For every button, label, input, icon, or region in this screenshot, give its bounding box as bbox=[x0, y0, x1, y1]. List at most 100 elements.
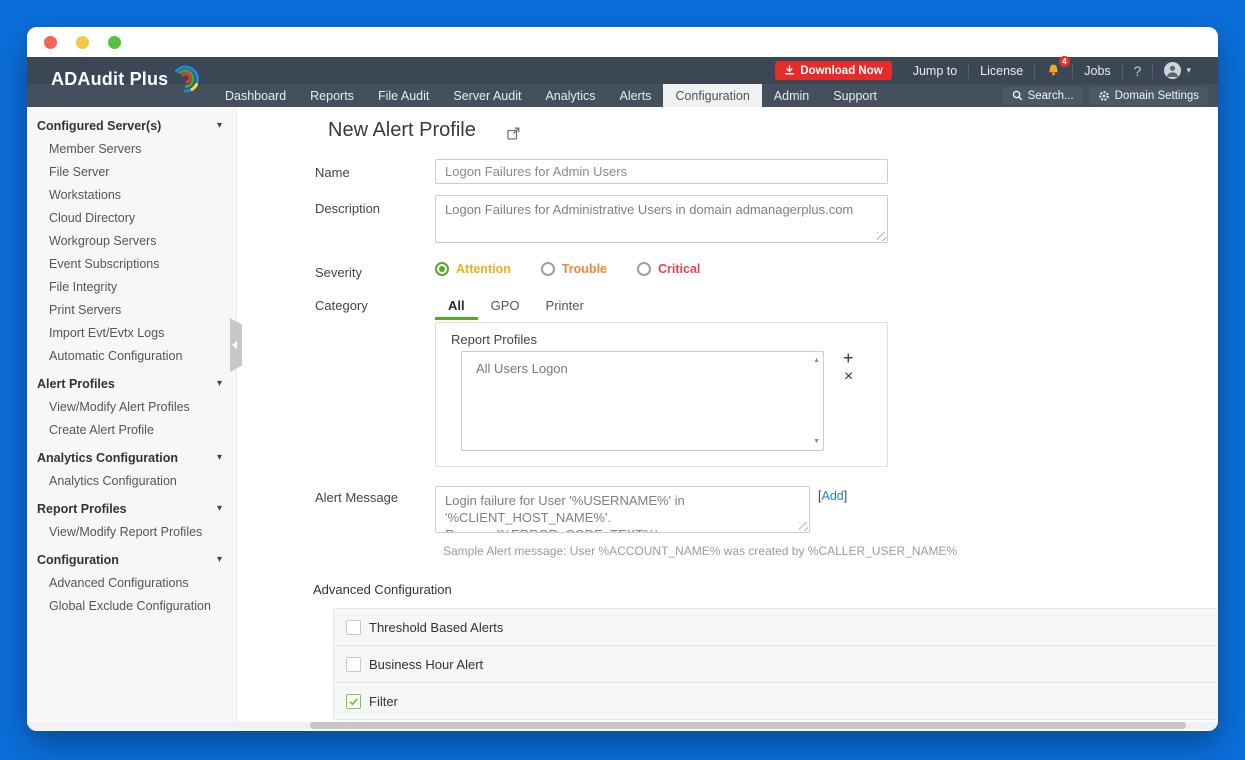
sidebar-item-view-modify-alert-profiles[interactable]: View/Modify Alert Profiles bbox=[49, 400, 190, 414]
business-hour-alert-label: Business Hour Alert bbox=[369, 656, 484, 672]
sidebar-collapse-handle[interactable] bbox=[230, 318, 242, 372]
sidebar: Configured Server(s) ▾ Member Servers Fi… bbox=[27, 107, 237, 731]
chevron-down-icon: ▾ bbox=[216, 120, 222, 131]
sidebar-section-configured-servers[interactable]: Configured Server(s) ▾ bbox=[27, 115, 236, 138]
add-variable-link[interactable]: Add bbox=[821, 489, 844, 503]
sidebar-section-report-profiles[interactable]: Report Profiles ▾ bbox=[27, 498, 236, 521]
sidebar-item-file-integrity[interactable]: File Integrity bbox=[49, 280, 118, 294]
main-navigation: Dashboard Reports File Audit Server Audi… bbox=[27, 84, 1218, 107]
checkmark-icon bbox=[349, 697, 358, 705]
sidebar-section-analytics-configuration[interactable]: Analytics Configuration ▾ bbox=[27, 447, 236, 470]
name-label: Name bbox=[315, 165, 350, 180]
advanced-row-filter: Filter bbox=[334, 683, 1218, 720]
sidebar-section-alert-profiles[interactable]: Alert Profiles ▾ bbox=[27, 373, 236, 396]
download-now-button[interactable]: Download Now bbox=[775, 61, 892, 80]
utility-bar: Download Now Jump to License 4 Jobs ? bbox=[27, 56, 1218, 84]
report-profiles-label: Report Profiles bbox=[451, 332, 537, 347]
tab-analytics[interactable]: Analytics bbox=[545, 88, 596, 103]
tab-support[interactable]: Support bbox=[833, 88, 878, 103]
radio-selected-icon bbox=[435, 262, 449, 276]
chevron-down-icon: ▾ bbox=[216, 452, 222, 463]
sidebar-item-workstations[interactable]: Workstations bbox=[49, 188, 122, 202]
user-account-menu[interactable]: ▾ bbox=[1152, 62, 1202, 79]
notification-count-badge: 4 bbox=[1058, 56, 1071, 67]
sidebar-item-global-exclude-configuration[interactable]: Global Exclude Configuration bbox=[49, 599, 211, 613]
section-label: Alert Profiles bbox=[37, 377, 115, 391]
scroll-up-icon[interactable]: ▲ bbox=[813, 357, 820, 364]
minimize-window-icon[interactable] bbox=[76, 35, 89, 49]
description-textarea[interactable]: Logon Failures for Administrative Users … bbox=[435, 195, 888, 243]
horizontal-scrollbar-thumb[interactable] bbox=[310, 722, 1186, 729]
sidebar-item-workgroup-servers[interactable]: Workgroup Servers bbox=[49, 234, 157, 248]
severity-trouble-label: Trouble bbox=[561, 262, 608, 276]
window-titlebar bbox=[27, 27, 1218, 57]
advanced-configuration-heading: Advanced Configuration bbox=[313, 582, 452, 597]
category-tab-printer[interactable]: Printer bbox=[545, 298, 584, 313]
search-button-label: Search... bbox=[1027, 89, 1074, 102]
jump-to-menu[interactable]: Jump to bbox=[912, 63, 958, 78]
sidebar-item-print-servers[interactable]: Print Servers bbox=[49, 303, 122, 317]
horizontal-scrollbar-track[interactable] bbox=[27, 722, 1218, 729]
chevron-down-icon: ▾ bbox=[216, 503, 222, 514]
report-profiles-listbox[interactable]: All Users Logon ▲ ▼ bbox=[461, 351, 824, 451]
remove-report-profile-button[interactable]: × bbox=[844, 368, 854, 385]
notifications-button[interactable]: 4 bbox=[1034, 56, 1072, 79]
license-menu[interactable]: License bbox=[968, 62, 1034, 79]
main-content: New Alert Profile Name Description Logon… bbox=[237, 107, 1218, 731]
tab-alerts[interactable]: Alerts bbox=[619, 88, 652, 103]
bell-icon bbox=[1049, 64, 1059, 76]
brand-logo[interactable]: ADAudit Plus bbox=[51, 64, 202, 94]
sidebar-item-cloud-directory[interactable]: Cloud Directory bbox=[49, 211, 136, 225]
category-tab-all[interactable]: All bbox=[435, 295, 478, 320]
severity-label: Severity bbox=[315, 265, 362, 280]
description-label: Description bbox=[315, 201, 381, 216]
sidebar-item-advanced-configurations[interactable]: Advanced Configurations bbox=[49, 576, 189, 590]
close-window-icon[interactable] bbox=[44, 35, 57, 49]
report-profile-list-item[interactable]: All Users Logon bbox=[476, 361, 568, 376]
open-in-new-window-icon[interactable] bbox=[507, 127, 520, 145]
sidebar-item-create-alert-profile[interactable]: Create Alert Profile bbox=[49, 423, 154, 437]
tab-file-audit[interactable]: File Audit bbox=[377, 88, 430, 103]
alert-message-label: Alert Message bbox=[315, 490, 399, 505]
scroll-down-icon[interactable]: ▼ bbox=[813, 438, 820, 445]
threshold-based-alerts-checkbox[interactable] bbox=[346, 619, 361, 635]
app-body: Configured Server(s) ▾ Member Servers Fi… bbox=[27, 107, 1218, 731]
alert-message-textarea[interactable]: Login failure for User '%USERNAME%' in '… bbox=[435, 486, 810, 533]
section-label: Configured Server(s) bbox=[37, 119, 162, 133]
app-window: Download Now Jump to License 4 Jobs ? bbox=[27, 27, 1218, 731]
sidebar-item-import-evt-logs[interactable]: Import Evt/Evtx Logs bbox=[49, 326, 165, 340]
jobs-menu[interactable]: Jobs bbox=[1072, 62, 1121, 79]
advanced-row-threshold: Threshold Based Alerts bbox=[334, 609, 1218, 646]
tab-server-audit[interactable]: Server Audit bbox=[453, 88, 522, 103]
add-report-profile-button[interactable]: + bbox=[843, 348, 854, 368]
category-tabs: All GPO Printer bbox=[435, 295, 597, 320]
app-header: Download Now Jump to License 4 Jobs ? bbox=[27, 56, 1218, 107]
section-label: Report Profiles bbox=[37, 502, 127, 516]
sidebar-item-event-subscriptions[interactable]: Event Subscriptions bbox=[49, 257, 160, 271]
severity-radio-attention[interactable]: Attention bbox=[435, 262, 511, 276]
filter-checkbox[interactable] bbox=[346, 693, 361, 709]
sidebar-item-analytics-configuration[interactable]: Analytics Configuration bbox=[49, 474, 177, 488]
section-label: Configuration bbox=[37, 553, 119, 567]
help-button[interactable]: ? bbox=[1121, 62, 1153, 79]
business-hour-alert-checkbox[interactable] bbox=[346, 656, 361, 672]
tab-admin[interactable]: Admin bbox=[773, 88, 810, 103]
tab-dashboard[interactable]: Dashboard bbox=[225, 88, 287, 103]
sidebar-item-view-modify-report-profiles[interactable]: View/Modify Report Profiles bbox=[49, 525, 203, 539]
sidebar-section-configuration[interactable]: Configuration ▾ bbox=[27, 549, 236, 572]
search-button[interactable]: Search... bbox=[1002, 86, 1083, 105]
tab-reports[interactable]: Reports bbox=[310, 88, 354, 103]
maximize-window-icon[interactable] bbox=[108, 35, 121, 49]
sample-alert-message: Sample Alert message: User %ACCOUNT_NAME… bbox=[443, 544, 958, 558]
sidebar-item-member-servers[interactable]: Member Servers bbox=[49, 142, 142, 156]
domain-settings-button[interactable]: Domain Settings bbox=[1088, 86, 1208, 105]
tab-configuration[interactable]: Configuration bbox=[663, 84, 762, 107]
sidebar-item-automatic-configuration[interactable]: Automatic Configuration bbox=[49, 349, 183, 363]
category-tab-gpo[interactable]: GPO bbox=[490, 298, 520, 313]
severity-radio-trouble[interactable]: Trouble bbox=[540, 262, 608, 276]
download-icon bbox=[785, 65, 795, 75]
severity-radio-critical[interactable]: Critical bbox=[637, 262, 700, 276]
report-profiles-panel: Report Profiles All Users Logon ▲ ▼ + × bbox=[435, 322, 888, 467]
sidebar-item-file-server[interactable]: File Server bbox=[49, 165, 110, 179]
name-input[interactable] bbox=[435, 159, 888, 184]
